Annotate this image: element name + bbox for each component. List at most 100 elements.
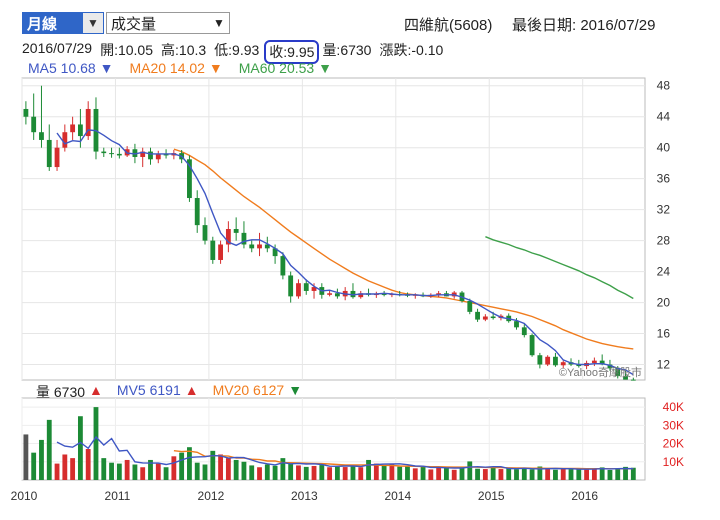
volume-tick-label: 10K (663, 455, 684, 469)
volume-bar (210, 450, 216, 480)
candle-body (46, 139, 52, 168)
volume-bar (366, 459, 371, 480)
ma60-line (485, 236, 634, 300)
volume-bar (412, 468, 418, 480)
candle-body (296, 283, 301, 297)
candle-body (202, 225, 208, 241)
volume-bar (319, 465, 325, 480)
x-tick-label: 2015 (478, 489, 505, 503)
volume-bar (521, 467, 527, 480)
chevron-down-icon[interactable]: ▼ (213, 16, 225, 30)
volume-bar (428, 469, 434, 480)
ma5-legend: MA5 10.68 ▼ (28, 60, 114, 76)
volume-bar (553, 469, 558, 480)
candle-body (101, 151, 107, 154)
volume-bar (436, 466, 442, 480)
x-tick-label: 2016 (571, 489, 598, 503)
candle-body (576, 364, 582, 367)
candle-body (132, 149, 138, 157)
ma-legend: MA5 10.68 ▼ MA20 14.02 ▼ MA60 20.53 ▼ (28, 60, 332, 76)
volume-bar (623, 466, 628, 480)
volume-bar (194, 462, 200, 480)
x-tick-label: 2012 (198, 489, 225, 503)
volume-bar (46, 419, 52, 480)
volume-bar (101, 458, 107, 480)
quote-close: 收:9.95 (264, 40, 320, 64)
candle-body (591, 360, 597, 363)
volume-bar (630, 467, 636, 480)
x-tick-label: 2010 (11, 489, 38, 503)
x-tick-label: 2014 (384, 489, 411, 503)
candle-body (54, 147, 60, 168)
volume-bar (70, 458, 76, 480)
candle-body (85, 108, 91, 137)
candle-body (334, 293, 340, 297)
volume-bar (132, 464, 138, 480)
y-tick-label: 28 (657, 234, 671, 248)
quote-change: 漲跌:-0.10 (379, 42, 444, 58)
ma20-line (173, 148, 634, 350)
candle-body (560, 362, 566, 366)
grid (21, 78, 645, 480)
volume-bar (342, 467, 348, 480)
candle-body (194, 198, 200, 226)
mv5-legend: MV5 6191 (116, 382, 181, 398)
volume-bar (358, 467, 364, 480)
candle-body (241, 232, 247, 245)
volume-tick-label: 40K (663, 400, 684, 414)
volume-bar (591, 468, 597, 480)
volume-bar (607, 469, 613, 480)
candle-body (23, 108, 29, 117)
candle-body (187, 159, 192, 199)
indicator-select[interactable]: 成交量 ▼ (106, 12, 230, 34)
candle-body (218, 244, 223, 260)
candle-body (116, 153, 122, 156)
candle-body (350, 290, 356, 298)
volume-bar (187, 447, 192, 480)
candle-body (490, 316, 496, 319)
candle-body (31, 116, 37, 133)
x-tick-label: 2013 (291, 489, 318, 503)
quote-line: 2016/07/29 開:10.05 高:10.3 低:9.93 收:9.95 … (22, 40, 443, 64)
y-tick-label: 20 (657, 296, 671, 310)
volume-bar (62, 454, 68, 480)
volume-bar (529, 469, 535, 480)
volume-bar (280, 458, 286, 480)
candle-body (264, 244, 270, 249)
volume-bar (225, 458, 231, 480)
candle-body (553, 356, 558, 366)
indicator-select-value: 成交量 (111, 15, 157, 33)
volume-bar (311, 465, 317, 480)
candle-body (225, 229, 231, 245)
volume-bar (23, 434, 29, 480)
volume-bar (560, 468, 566, 480)
chevron-down-icon[interactable]: ▼ (83, 13, 103, 33)
candle-body (599, 360, 605, 365)
volume-ma-group (56, 435, 634, 470)
candle-body (521, 327, 527, 336)
period-select[interactable]: 月線 ▼ (22, 12, 104, 34)
volume-bar (233, 459, 239, 480)
volume-bar (576, 468, 582, 480)
volume-bar (218, 454, 223, 480)
candle-body (358, 293, 364, 298)
volume-tick-label: 20K (663, 437, 684, 451)
volume-bar (444, 467, 449, 480)
volume-bar (475, 468, 480, 480)
volume-bar (163, 467, 169, 480)
volume-bar (514, 469, 519, 480)
candle-body (140, 151, 146, 157)
volume-bar (296, 465, 301, 480)
candle-body (475, 311, 480, 320)
candle-body (210, 240, 216, 260)
volume-bar (272, 465, 278, 480)
candle-body (607, 364, 613, 369)
quote-high: 高:10.3 (161, 42, 207, 58)
volume-tick-label: 30K (663, 418, 684, 432)
candle-body (514, 321, 519, 328)
volume-bar (498, 469, 504, 480)
volume-bar (373, 463, 379, 480)
y-tick-label: 48 (657, 79, 671, 93)
quote-volume: 量:6730 (322, 42, 372, 58)
